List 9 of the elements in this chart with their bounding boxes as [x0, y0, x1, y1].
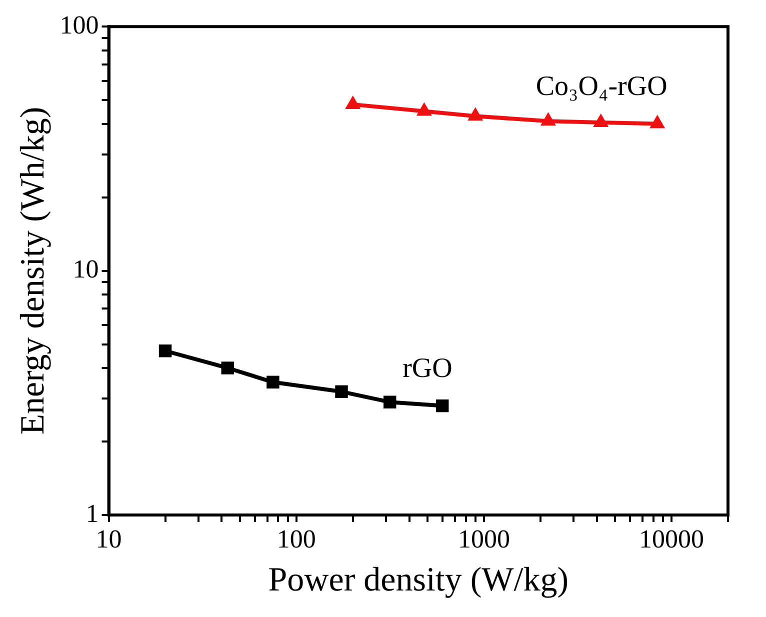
y-tick-label: 100	[60, 10, 99, 40]
x-axis-title: Power density (W/kg)	[268, 562, 569, 599]
y-tick-label: 10	[72, 254, 99, 284]
series-label: Co₃O₄-rGO	[536, 71, 668, 102]
x-tick-label: 10000	[639, 524, 704, 554]
series-label: rGO	[402, 353, 452, 384]
x-tick-label: 100	[276, 524, 316, 554]
y-axis-title: Energy density (Wh/kg)	[14, 106, 52, 435]
x-tick-label: 1000	[458, 524, 510, 554]
